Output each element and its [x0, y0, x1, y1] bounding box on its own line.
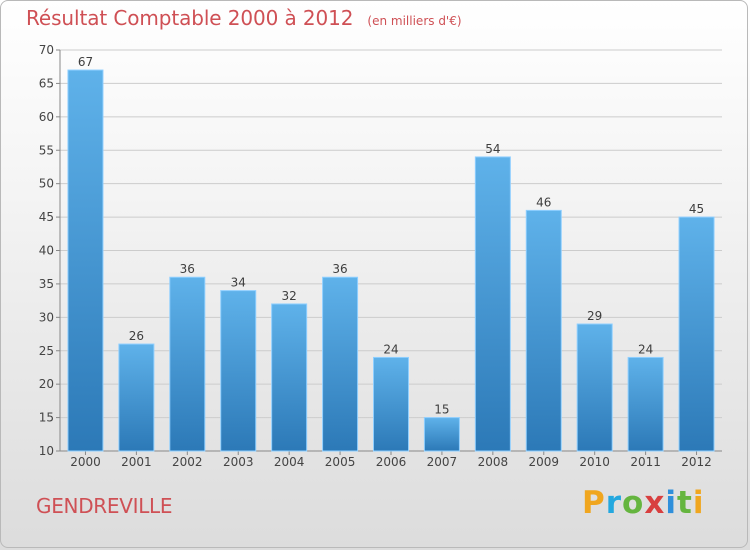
logo-letter-p: P	[582, 485, 606, 521]
data-label-2010: 29	[587, 309, 602, 323]
bar-2008	[474, 156, 511, 452]
data-label-2003: 34	[231, 276, 246, 290]
x-tick-label-2002: 2002	[172, 455, 203, 469]
y-tick-label: 65	[39, 76, 54, 90]
bar-2007	[423, 417, 460, 452]
data-label-2006: 24	[383, 342, 398, 356]
y-tick-label: 25	[39, 344, 54, 358]
data-label-2004: 32	[282, 289, 297, 303]
labels-layer: 67 26 36 34 32 36 24 15 54 46 29 24 45	[78, 55, 704, 417]
bar-2009	[525, 209, 562, 452]
axis-layer: 10 15 20 25 30 35 40 45 50 55 60 65 70 2000 2001 2002 20…	[39, 43, 722, 469]
data-label-2005: 36	[332, 262, 347, 276]
y-tick-label: 10	[39, 444, 54, 458]
bar-2010	[576, 323, 613, 452]
bar-2004	[271, 303, 308, 452]
y-tick-label: 30	[39, 310, 54, 324]
data-label-2012: 45	[689, 202, 704, 216]
bar-2005	[322, 276, 359, 452]
x-tick-label-2011: 2011	[630, 455, 661, 469]
data-label-2002: 36	[180, 262, 195, 276]
data-label-2007: 15	[434, 403, 449, 417]
data-label-2001: 26	[129, 329, 144, 343]
logo-letter-r: r	[605, 485, 623, 521]
chart-title-block: Résultat Comptable 2000 à 2012 (en milli…	[26, 6, 462, 30]
x-tick-label-2000: 2000	[70, 455, 101, 469]
bar-2000	[67, 69, 104, 452]
y-tick-label: 50	[39, 177, 54, 191]
x-tick-label-2007: 2007	[427, 455, 458, 469]
y-tick-label: 40	[39, 244, 54, 258]
data-label-2000: 67	[78, 55, 93, 69]
y-tick-label: 35	[39, 277, 54, 291]
bar-2006	[373, 356, 409, 452]
logo-letter-i: i	[665, 485, 677, 521]
x-tick-label-2005: 2005	[325, 455, 356, 469]
bar-2002	[169, 276, 206, 452]
bar-2003	[220, 290, 257, 452]
y-tick-label: 70	[39, 43, 54, 57]
y-tick-label: 20	[39, 377, 54, 391]
x-tick-label-2001: 2001	[121, 455, 152, 469]
place-name: GENDREVILLE	[36, 494, 173, 518]
x-tick-label-2003: 2003	[223, 455, 254, 469]
proxiti-logo: Proxiti	[582, 485, 704, 521]
y-tick-label: 55	[39, 143, 54, 157]
data-label-2011: 24	[638, 342, 653, 356]
x-tick-label-2006: 2006	[376, 455, 407, 469]
x-tick-label-2008: 2008	[478, 455, 509, 469]
x-tick-label-2004: 2004	[274, 455, 305, 469]
chart-title: Résultat Comptable 2000 à 2012	[26, 6, 354, 30]
logo-letter-o: o	[622, 485, 645, 521]
x-tick-label-2010: 2010	[579, 455, 610, 469]
x-tick-label-2012: 2012	[681, 455, 712, 469]
logo-letter-t: t	[676, 485, 693, 521]
bars-layer	[67, 69, 715, 452]
y-tick-label: 15	[39, 411, 54, 425]
logo-letter-x: x	[644, 485, 666, 521]
data-label-2009: 46	[536, 195, 551, 209]
bar-2012	[678, 216, 715, 452]
logo-letter-i-2: i	[692, 485, 705, 521]
y-tick-label: 60	[39, 110, 54, 124]
data-label-2008: 54	[485, 142, 500, 156]
y-tick-label: 45	[39, 210, 54, 224]
chart-subtitle: (en milliers d'€)	[367, 14, 462, 28]
bar-2001	[118, 343, 155, 452]
bar-2011	[627, 356, 664, 452]
x-tick-label-2009: 2009	[528, 455, 559, 469]
